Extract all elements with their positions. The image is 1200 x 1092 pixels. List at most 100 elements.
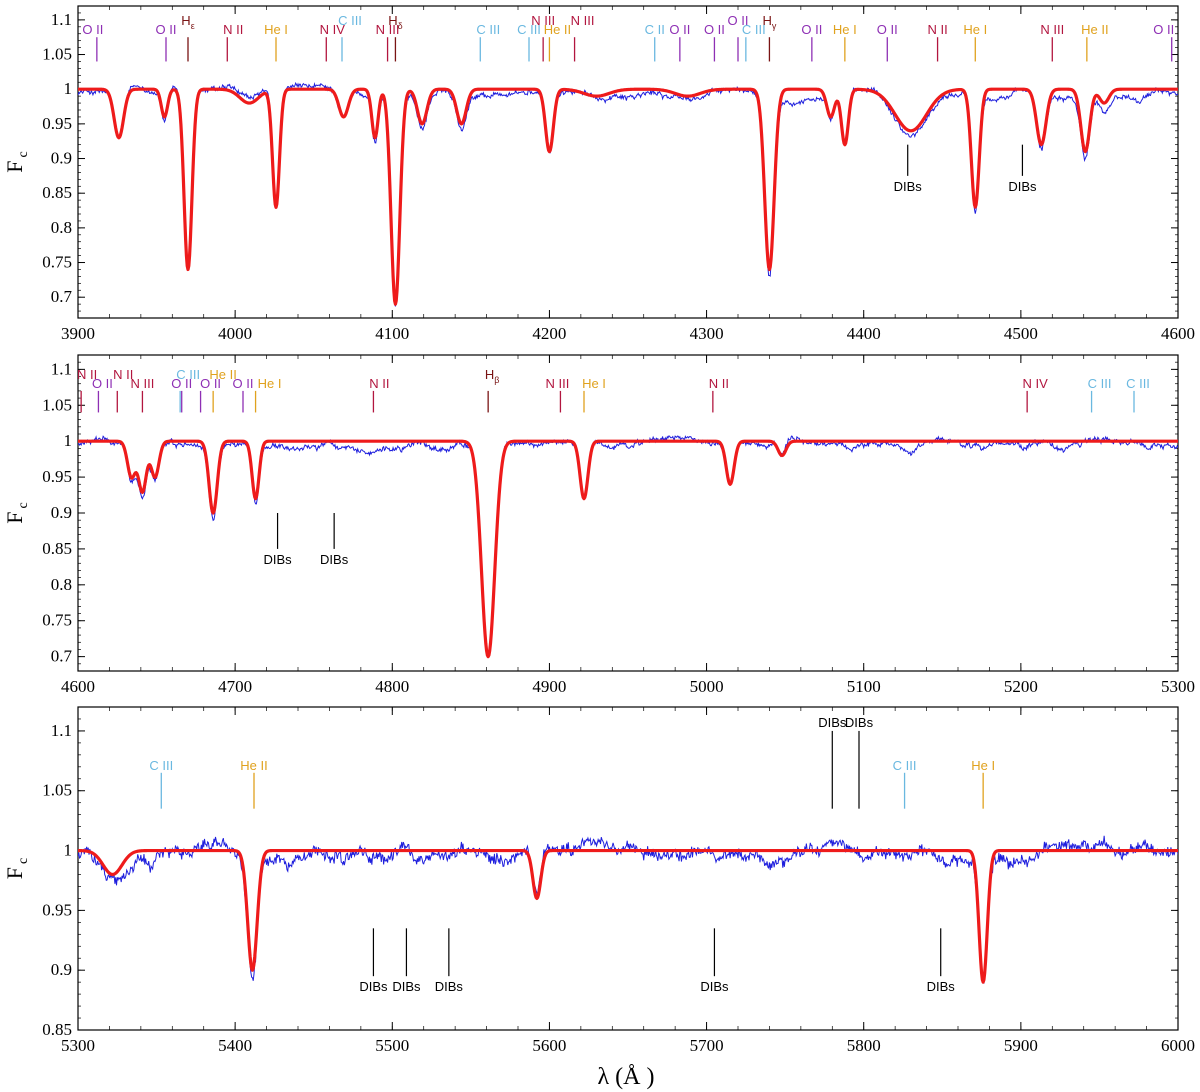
panel-bottom: 0.85 0.9 0.95 1 1.05 1.1 5300 5400 5500 5600 5700 5… (2, 706, 1195, 1055)
ion-label: N II (223, 22, 243, 37)
ion-label: He I (833, 22, 857, 37)
observed-spectrum-line (78, 835, 1178, 984)
ion-label: Hβ (485, 367, 500, 385)
ion-label: Hδ (388, 13, 402, 31)
ion-label: Hε (181, 13, 194, 31)
y-tick-label: 0.9 (51, 503, 72, 522)
x-tick-label: 5200 (1004, 677, 1038, 696)
y-tick-label: 0.75 (42, 253, 72, 272)
ion-label: O II (669, 22, 690, 37)
x-tick-label: 5300 (61, 1036, 95, 1055)
ion-label: He I (963, 22, 987, 37)
y-tick-label: 0.9 (51, 149, 72, 168)
x-tick-label: 5300 (1161, 677, 1195, 696)
y-tick-label: 1 (64, 841, 73, 860)
ion-label: C III (149, 758, 173, 773)
y-tick-label: 0.7 (51, 287, 73, 306)
ion-label: He I (971, 758, 995, 773)
y-tick-label: 1.05 (42, 781, 72, 800)
x-tick-label: 4100 (375, 324, 409, 343)
x-tick-label: 4800 (375, 677, 409, 696)
y-tick-label: 0.8 (51, 218, 72, 237)
ion-label: N III (546, 376, 570, 391)
dib-label: DIBs (845, 715, 874, 730)
x-tick-label: 4500 (1004, 324, 1038, 343)
y-tick-label: 1 (64, 431, 73, 450)
ion-label: N II (77, 367, 97, 382)
ion-label: O II (171, 376, 192, 391)
ion-label: N II (369, 376, 389, 391)
y-tick-label: 0.85 (42, 539, 72, 558)
ion-label: C III (893, 758, 917, 773)
x-tick-label: 5600 (532, 1036, 566, 1055)
ion-label: N II (113, 367, 133, 382)
y-axis-title: Fc (2, 502, 31, 523)
dib-label: DIBs (818, 715, 847, 730)
ion-label: N III (131, 376, 155, 391)
ion-label: N III (376, 22, 400, 37)
dib-label: DIBs (320, 552, 349, 567)
ion-label: C III (338, 13, 362, 28)
y-tick-label: 1.1 (51, 721, 72, 740)
dib-label: DIBs (927, 979, 956, 994)
ion-label: C III (476, 22, 500, 37)
x-tick-label: 4900 (532, 677, 566, 696)
y-tick-label: 1 (64, 79, 73, 98)
ion-label: C III (517, 22, 541, 37)
y-axis-title: Fc (2, 151, 31, 172)
x-tick-label: 4200 (532, 324, 566, 343)
ion-label: He II (240, 758, 267, 773)
y-tick-label: 0.85 (42, 1020, 72, 1039)
y-tick-label: 0.85 (42, 183, 72, 202)
ion-label: He I (258, 376, 282, 391)
y-tick-label: 0.75 (42, 611, 72, 630)
y-tick-label: 1.05 (42, 395, 72, 414)
ion-label: He II (209, 367, 236, 382)
dib-label: DIBs (263, 552, 292, 567)
dib-label: DIBs (1008, 179, 1037, 194)
y-tick-label: 1.1 (51, 359, 72, 378)
panel-top: 0.7 0.75 0.8 0.85 0.9 0.95 1 1.05 1.1 3900 4000 410… (2, 5, 1195, 343)
dib-label: DIBs (435, 979, 464, 994)
ion-label: Hγ (762, 13, 776, 31)
ion-label: N IV (320, 22, 346, 37)
ion-label: He I (264, 22, 288, 37)
y-tick-label: 0.95 (42, 467, 72, 486)
model-spectrum-line (78, 848, 1178, 984)
y-tick-label: 0.7 (51, 647, 73, 666)
x-tick-label: 4000 (218, 324, 252, 343)
ion-label: O II (156, 22, 177, 37)
ion-label: C III (176, 367, 200, 382)
y-tick-label: 0.8 (51, 575, 72, 594)
x-tick-label: 5800 (847, 1036, 881, 1055)
x-tick-label: 4300 (690, 324, 724, 343)
ion-label: O II (728, 13, 749, 28)
x-tick-label: 5100 (847, 677, 881, 696)
x-tick-label: 5500 (375, 1036, 409, 1055)
x-tick-label: 5700 (690, 1036, 724, 1055)
dib-label: DIBs (392, 979, 421, 994)
ion-label: He II (1081, 22, 1108, 37)
y-tick-label: 0.95 (42, 900, 72, 919)
plot-frame (77, 5, 1179, 319)
y-tick-label: 0.95 (42, 114, 72, 133)
x-tick-label: 4700 (218, 677, 252, 696)
ion-label: O II (233, 376, 254, 391)
ion-label: N III (1040, 22, 1064, 37)
ion-label: O II (704, 22, 725, 37)
y-axis-title: Fc (2, 858, 31, 879)
x-tick-label: 4600 (1161, 324, 1195, 343)
ion-label: He I (582, 376, 606, 391)
ion-label: N III (531, 13, 555, 28)
ion-label: N III (571, 13, 595, 28)
observed-spectrum-line (78, 435, 1178, 657)
plot-frame (77, 706, 1179, 1031)
x-tick-label: 5900 (1004, 1036, 1038, 1055)
ion-label: C III (1088, 376, 1112, 391)
panel-middle: 0.7 0.75 0.8 0.85 0.9 0.95 1 1.05 1.1 4600 4700 480… (2, 354, 1195, 696)
model-spectrum-line (78, 87, 1178, 306)
x-tick-label: 4400 (847, 324, 881, 343)
ion-label: N II (709, 376, 729, 391)
ion-label: O II (877, 22, 898, 37)
x-tick-label: 6000 (1161, 1036, 1195, 1055)
